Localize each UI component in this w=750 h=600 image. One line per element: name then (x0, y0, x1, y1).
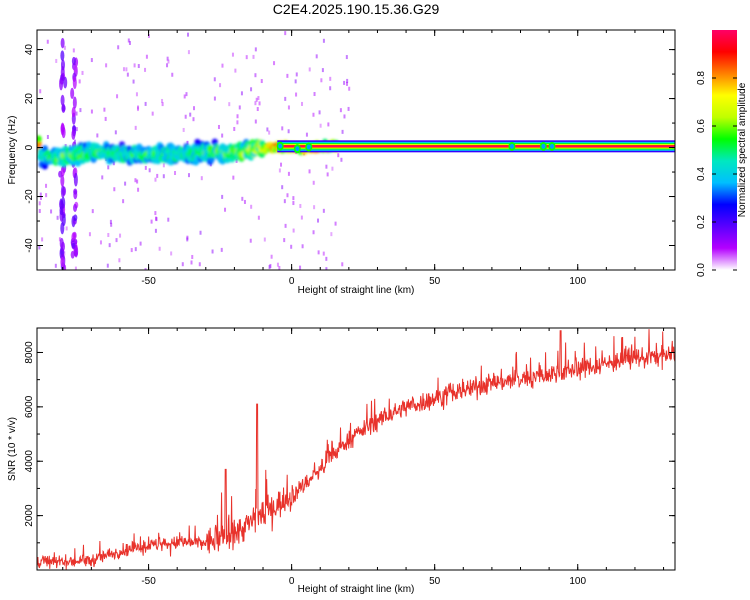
snr-x-label: Height of straight line (km) (298, 584, 415, 595)
spectrogram-y-tick: 40 (24, 44, 35, 56)
snr-x-tick: -50 (141, 576, 156, 587)
snr-x-tick: 0 (289, 576, 295, 587)
spectrogram-x-tick: -50 (141, 276, 156, 287)
snr-y-label: SNR (10 * v/v) (7, 417, 18, 481)
figure-title: C2E4.2025.190.15.36.G29 (273, 1, 440, 17)
spectrogram-y-tick: -40 (24, 238, 35, 253)
spectrogram-x-tick: 100 (569, 276, 586, 287)
spectrogram-ridge-band (276, 140, 675, 154)
snr-frame (36, 327, 676, 571)
spectrogram-x-tick: 50 (429, 276, 441, 287)
colorbar-label: Normalized spectral amplitude (737, 82, 748, 217)
colorbar-tick: 0.0 (696, 263, 707, 277)
spectrogram-x-tick: 0 (289, 276, 295, 287)
colorbar-gradient (712, 30, 737, 270)
colorbar-ticks: 0.0 0.2 0.4 0.6 0.8 (696, 71, 737, 277)
spectrogram-y-label: Frequency (Hz) (7, 116, 18, 185)
colorbar-tick: 0.8 (696, 71, 707, 85)
spectrogram-frame (36, 29, 676, 271)
snr-y-tick: 4000 (24, 450, 35, 473)
snr-x-tick: 100 (569, 576, 586, 587)
snr-y-tick: 2000 (24, 504, 35, 527)
snr-y-tick: 8000 (24, 341, 35, 364)
snr-x-tick: 50 (429, 576, 441, 587)
colorbar-tick: 0.2 (696, 215, 707, 229)
spectrogram-bursts (58, 37, 79, 270)
snr-series-line (37, 329, 675, 570)
spectrogram-heat (37, 31, 675, 270)
snr-ticks: -50 0 50 100 2000 4000 6000 8000 (24, 328, 675, 587)
colorbar: 0.0 0.2 0.4 0.6 0.8 Normalized spectral ampl… (696, 30, 748, 277)
colorbar-tick: 0.6 (696, 119, 707, 133)
snr-panel: -50 0 50 100 2000 4000 6000 8000 Height of stra… (7, 327, 676, 595)
spectrogram-y-tick: -20 (24, 189, 35, 204)
spectrogram-ticks: -50 0 50 100 -40 -20 0 20 40 (24, 30, 675, 287)
spectrogram-x-label: Height of straight line (km) (298, 285, 415, 296)
spectrogram-panel: -50 0 50 100 -40 -20 0 20 40 Height of straight … (7, 29, 676, 296)
snr-y-tick: 6000 (24, 395, 35, 418)
colorbar-tick: 0.4 (696, 167, 707, 181)
spectrogram-y-tick: 20 (24, 93, 35, 105)
spectrogram-y-tick: 0 (24, 144, 35, 150)
